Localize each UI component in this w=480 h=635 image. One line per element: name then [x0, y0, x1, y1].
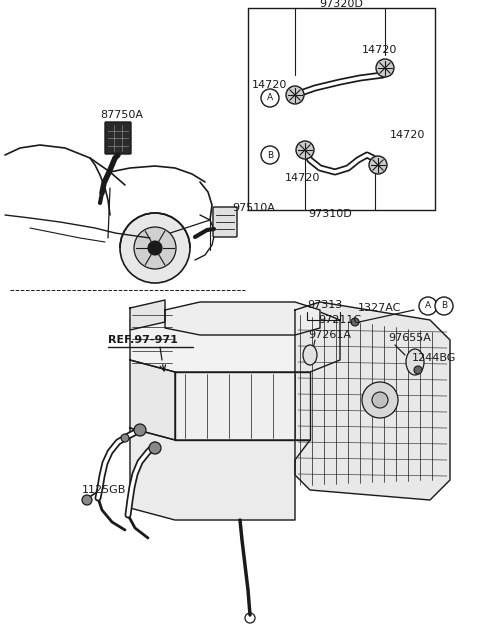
Text: A: A [425, 302, 431, 311]
Circle shape [121, 434, 129, 442]
Circle shape [376, 59, 394, 77]
Polygon shape [295, 302, 450, 500]
Text: 97510A: 97510A [232, 203, 275, 213]
Text: 97211C: 97211C [318, 315, 361, 325]
Polygon shape [130, 308, 340, 372]
Polygon shape [130, 300, 165, 330]
Text: B: B [267, 150, 273, 159]
Text: B: B [441, 302, 447, 311]
Circle shape [134, 227, 176, 269]
Text: 14720: 14720 [362, 45, 397, 55]
Circle shape [296, 141, 314, 159]
Circle shape [134, 424, 146, 436]
Text: 97655A: 97655A [388, 333, 431, 343]
Polygon shape [165, 302, 320, 335]
Text: 14720: 14720 [285, 173, 320, 183]
Polygon shape [130, 360, 175, 440]
Circle shape [261, 146, 279, 164]
Circle shape [414, 366, 422, 374]
Circle shape [435, 297, 453, 315]
Text: 14720: 14720 [390, 130, 425, 140]
Polygon shape [175, 372, 310, 440]
Circle shape [149, 442, 161, 454]
Text: 97261A: 97261A [308, 330, 351, 340]
Circle shape [372, 392, 388, 408]
Text: 14720: 14720 [252, 80, 288, 90]
Circle shape [261, 89, 279, 107]
Text: 1244BG: 1244BG [412, 353, 456, 363]
Text: 1327AC: 1327AC [358, 303, 401, 313]
Polygon shape [130, 428, 310, 520]
Text: A: A [267, 93, 273, 102]
Circle shape [120, 213, 190, 283]
Text: 87750A: 87750A [100, 110, 143, 120]
Circle shape [286, 86, 304, 104]
Circle shape [148, 241, 162, 255]
Circle shape [369, 156, 387, 174]
Circle shape [82, 495, 92, 505]
Text: 97313: 97313 [307, 300, 342, 310]
Ellipse shape [303, 345, 317, 365]
Text: 97310D: 97310D [308, 209, 352, 219]
Text: REF.97-971: REF.97-971 [108, 335, 178, 345]
Circle shape [419, 297, 437, 315]
FancyBboxPatch shape [213, 207, 237, 237]
Ellipse shape [406, 349, 424, 375]
Text: 97320D: 97320D [319, 0, 363, 9]
FancyBboxPatch shape [105, 122, 131, 154]
Circle shape [362, 382, 398, 418]
Text: 1125GB: 1125GB [82, 485, 126, 495]
Circle shape [351, 318, 359, 326]
